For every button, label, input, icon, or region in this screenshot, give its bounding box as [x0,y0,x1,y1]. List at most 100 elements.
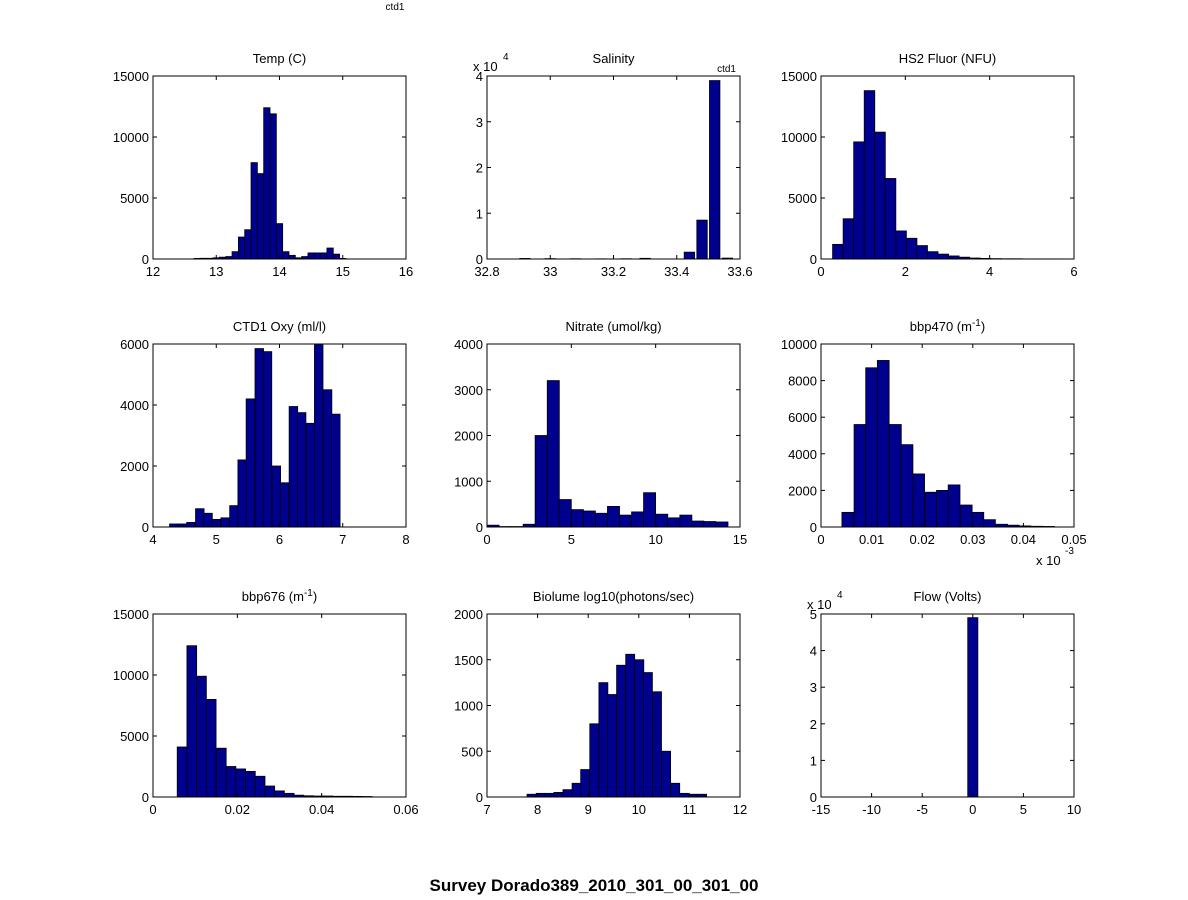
panel-title: CTD1 Oxy (ml/l) [233,319,326,334]
y-tick-label: 0 [476,252,483,267]
histogram-panel-5: 0 5 10 15 0 1000 2000 3000 4000 Nitrate (umol/kg) [454,319,747,547]
panel-title-text: Salinity [593,51,635,66]
histogram-bar [905,237,918,260]
histogram-bar [305,422,316,528]
y-tick-label: 4 [476,69,483,84]
x-tick-label: 12 [733,802,747,817]
x-tick-label: -5 [916,802,928,817]
histogram-bar [643,492,657,528]
x-tick-label: 0.05 [1061,532,1086,547]
histogram-bar [912,473,925,528]
histogram-bar [256,173,265,260]
y-tick-label: 4000 [120,398,149,413]
panel-title-text: Temp (C) [253,51,306,66]
axes-box [820,343,1075,528]
histogram-panel-9: -15 -10 -5 0 5 10 0 1 2 3 4 5 Flow (Volts) x 10 4 [807,589,1081,817]
panel-title-text: Nitrate (umol/kg) [565,319,661,334]
histogram-bar [874,131,886,260]
histogram-bar [279,482,290,528]
y-exponent-power: 4 [837,590,843,601]
panel-title-superscript: -1 [304,588,313,599]
x-tick-label: 6 [1070,264,1077,279]
x-tick-label: 0.01 [859,532,884,547]
x-tick-label: 10 [1067,802,1081,817]
panel-title: Temp (C) [253,51,306,66]
histogram-panel-6: 0 0.01 0.02 0.03 0.04 0.05 0 2000 4000 6000 8000 10… [781,318,1087,568]
histogram-bar [275,223,284,260]
histogram-bar [696,219,708,260]
histogram-bar [927,251,939,260]
y-tick-label: 0 [476,520,483,535]
x-tick-label: 0 [149,802,156,817]
histogram-bar [225,766,237,798]
x-exponent-label: x 10 [1036,553,1061,568]
x-tick-label: 8 [534,802,541,817]
histogram-bar [947,484,961,528]
histogram-bar [678,792,689,798]
x-tick-label: 10 [632,802,646,817]
histogram-bar [546,380,560,528]
histogram-bar [262,351,273,528]
panel-title: Nitrate (umol/kg) [565,319,661,334]
x-tick-label: 0.03 [960,532,985,547]
histogram-bar [655,513,669,528]
histogram-bar [244,229,252,260]
histogram-bar [971,511,985,528]
histogram-bar [884,178,897,260]
histogram-bar [631,511,645,528]
histogram-bar [832,243,844,260]
x-tick-label: -15 [812,802,831,817]
y-tick-label: 0 [810,520,817,535]
panel-title: Flow (Volts) [914,589,982,604]
histogram-bar [863,90,876,260]
panel-title-text: Biolume log10(photons/sec) [533,589,694,604]
histogram-bar [841,511,855,528]
histogram-bar [959,504,973,528]
x-tick-label: 5 [1020,802,1027,817]
x-tick-label: 7 [483,802,490,817]
x-tick-label: 6 [276,532,283,547]
histogram-bar [916,245,928,260]
panel-annotation: ctd1 [717,64,736,75]
histogram-bar [842,218,855,260]
histogram-panel-1: 12 13 14 15 16 0 5000 10000 15000 Temp (C) [113,51,413,279]
histogram-bar [245,770,256,798]
x-tick-label: 4 [149,532,156,547]
histogram-bar [203,512,213,528]
x-tick-label: 16 [399,264,413,279]
panel-title: Salinity [593,51,635,66]
histogram-bar [619,514,632,528]
y-tick-label: 3 [810,680,817,695]
histogram-bar [229,505,239,528]
histogram-bar [715,521,729,528]
x-tick-label: 11 [683,802,697,817]
y-tick-label: 10000 [781,337,817,352]
y-tick-label: 4 [810,644,817,659]
histogram-bar [313,252,322,260]
y-tick-label: 8000 [788,374,817,389]
histogram-bar [562,789,573,798]
histogram-bar [937,253,949,260]
histogram-bar [237,459,247,528]
histogram-bar [553,792,564,798]
x-tick-label: 0 [817,532,824,547]
y-tick-label: 4000 [788,447,817,462]
histogram-bar [634,659,645,798]
histogram-bar [580,769,591,798]
histogram-bar [661,750,672,798]
panel-title: bbp470 (m-1) [910,318,985,334]
x-tick-label: 13 [209,264,223,279]
y-tick-label: 0 [142,790,149,805]
y-tick-label: 10000 [781,130,817,145]
histogram-bar [231,251,239,260]
y-exponent-label: x 10 [807,597,832,612]
histogram-bar [582,510,596,528]
histogram-panel-4: 4 5 6 7 8 0 2000 4000 6000 CTD1 Oxy (ml/l) [120,319,410,547]
y-tick-label: 500 [461,744,483,759]
y-tick-label: 1500 [454,653,483,668]
y-tick-label: 15000 [113,607,149,622]
histogram-bar [607,506,620,528]
x-tick-label: 8 [402,532,409,547]
histogram-bar [889,424,902,528]
